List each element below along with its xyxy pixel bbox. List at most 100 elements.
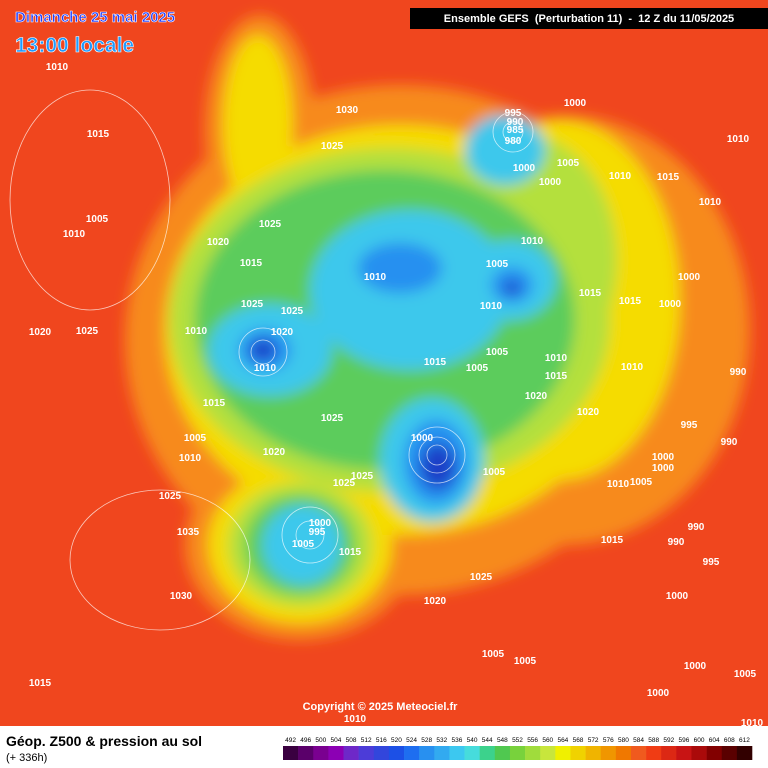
scale-label: 568 xyxy=(573,737,584,744)
scale-label: 504 xyxy=(331,737,342,744)
color-swatch xyxy=(449,746,465,760)
isobar-label: 990 xyxy=(721,437,738,448)
isobar-label: 1020 xyxy=(271,327,294,338)
isobar-label: 995 xyxy=(703,557,720,568)
isobar-label: 1010 xyxy=(699,197,722,208)
isobar-label: 1005 xyxy=(86,214,109,225)
scale-label: 556 xyxy=(527,737,538,744)
scale-label: 604 xyxy=(709,737,720,744)
isobar-label: 1020 xyxy=(525,391,548,402)
scale-label: 584 xyxy=(633,737,644,744)
scale-label: 496 xyxy=(300,737,311,744)
scale-label: 540 xyxy=(467,737,478,744)
isobar-label: 985 xyxy=(507,125,524,136)
isobar-label: 1010 xyxy=(545,353,568,364)
scale-label: 516 xyxy=(376,737,387,744)
isobar-label: 990 xyxy=(730,367,747,378)
scale-label: 612 xyxy=(739,737,750,744)
isobar-label: 1010 xyxy=(609,171,632,182)
scale-label: 580 xyxy=(618,737,629,744)
isobar-label: 1005 xyxy=(514,656,537,667)
color-swatch xyxy=(600,746,617,760)
isobar-label: 1030 xyxy=(336,105,359,116)
isobar-label: 1005 xyxy=(486,347,509,358)
scale-label: 500 xyxy=(315,737,326,744)
date: Dimanche 25 mai 2025 xyxy=(15,9,175,26)
color-swatch xyxy=(540,746,556,760)
scale-label: 492 xyxy=(285,737,296,744)
isobar-label: 1020 xyxy=(577,407,600,418)
color-swatch xyxy=(464,746,480,760)
isobar-label: 1015 xyxy=(657,172,680,183)
run-box xyxy=(410,8,768,29)
isobar-label: 995 xyxy=(309,527,326,538)
isobar-label: 1005 xyxy=(483,467,506,478)
isobar-label: 1025 xyxy=(76,326,99,337)
color-swatch xyxy=(388,746,405,760)
isobar-label: 1010 xyxy=(621,362,644,373)
color-swatch xyxy=(494,746,511,760)
scale-label: 512 xyxy=(361,737,372,744)
scale-label: 536 xyxy=(452,737,463,744)
color-swatch xyxy=(373,746,390,760)
color-swatch xyxy=(615,746,632,760)
color-swatch xyxy=(570,746,586,760)
color-swatch xyxy=(646,746,662,760)
scale-label: 596 xyxy=(678,737,689,744)
scale-label: 600 xyxy=(694,737,705,744)
isobar-label: 1000 xyxy=(647,688,670,699)
color-swatch xyxy=(691,746,707,760)
isobar-label: 1010 xyxy=(185,326,208,337)
run-info: Ensemble GEFS (Perturbation 11) - 12 Z d… xyxy=(444,13,734,25)
isobar-label: 1025 xyxy=(259,219,282,230)
color-swatch xyxy=(419,746,435,760)
scale-label: 576 xyxy=(603,737,614,744)
isobar-label: 1035 xyxy=(177,527,200,538)
isobar-label: 1025 xyxy=(333,478,356,489)
scale-label: 520 xyxy=(391,737,402,744)
isobar-label: 1000 xyxy=(652,463,675,474)
footer: Géop. Z500 & pression au sol (+ 336h) 49… xyxy=(0,726,768,768)
isobar-label: 1000 xyxy=(678,272,701,283)
scale-label: 572 xyxy=(588,737,599,744)
isobar-label: 1025 xyxy=(351,471,374,482)
scale-label: 532 xyxy=(436,737,447,744)
isobar-label: 1020 xyxy=(263,447,286,458)
isobar-label: 1010 xyxy=(741,718,764,729)
isobar-label: 1000 xyxy=(564,98,587,109)
isobar-label: 1010 xyxy=(63,229,86,240)
isobar-label: 1000 xyxy=(513,163,536,174)
color-swatch xyxy=(328,746,344,760)
isobar-label: 1015 xyxy=(87,129,110,140)
color-swatch xyxy=(721,746,738,760)
isobar-label: 1025 xyxy=(470,572,493,583)
isobar-label: 995 xyxy=(681,420,698,431)
color-swatch xyxy=(343,746,359,760)
color-swatch xyxy=(358,746,375,760)
isobar-label: 1005 xyxy=(482,649,505,660)
isobar-label: 1005 xyxy=(184,433,207,444)
isobar-label: 1025 xyxy=(159,491,182,502)
scale-label: 552 xyxy=(512,737,523,744)
scale-label: 548 xyxy=(497,737,508,744)
geopotential-field xyxy=(125,15,750,640)
color-swatch xyxy=(434,746,450,760)
isobar-label: 1000 xyxy=(539,177,562,188)
scale-label: 524 xyxy=(406,737,417,744)
isobar-label: 1025 xyxy=(281,306,304,317)
scale-label: 608 xyxy=(724,737,735,744)
isobar-label: 1000 xyxy=(309,518,332,529)
color-swatch xyxy=(525,746,541,760)
isobar-label: 1015 xyxy=(339,547,362,558)
isobar-label: 980 xyxy=(505,136,522,147)
isobar-label: 1015 xyxy=(203,398,226,409)
scale-label: 544 xyxy=(482,737,493,744)
footer-title: Géop. Z500 & pression au sol xyxy=(6,733,202,749)
isobar-label: 1020 xyxy=(29,327,52,338)
isobar-label: 1000 xyxy=(659,299,682,310)
isobar-label: 1015 xyxy=(29,678,52,689)
color-swatch xyxy=(298,746,314,760)
copyright: Copyright © 2025 Meteociel.fr xyxy=(303,701,459,713)
